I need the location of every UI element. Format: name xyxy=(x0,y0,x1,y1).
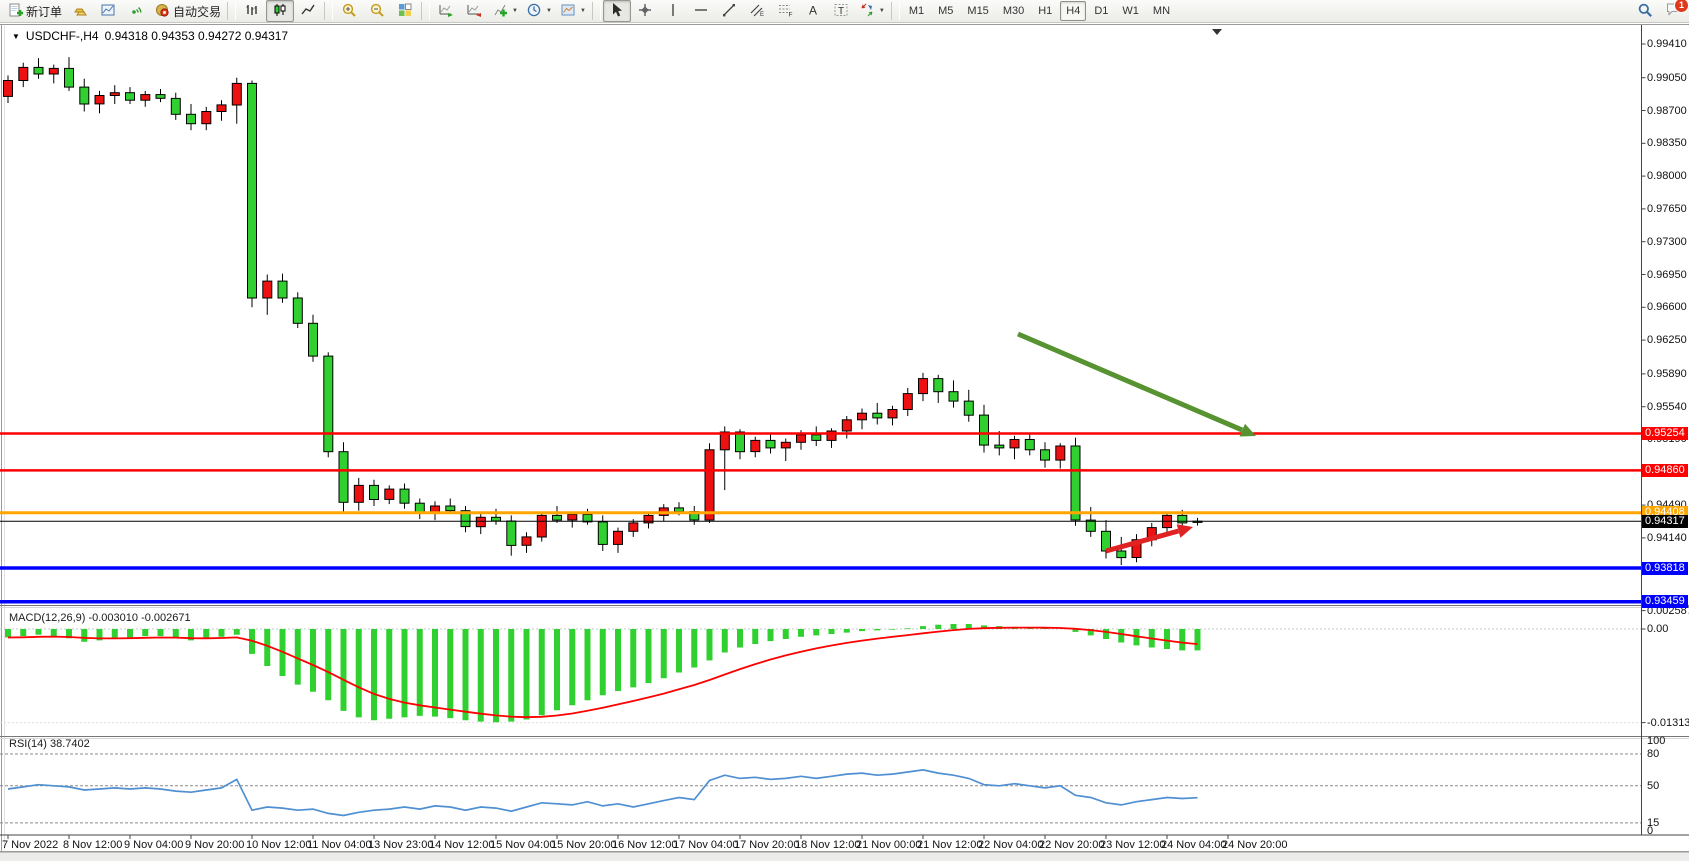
candlestick-chart-button[interactable] xyxy=(266,0,295,22)
trendline-icon xyxy=(721,2,737,21)
price-axis[interactable] xyxy=(1641,25,1689,835)
signals-button[interactable] xyxy=(122,0,150,22)
search-button[interactable] xyxy=(1631,1,1659,23)
dropdown-caret-icon: ▼ xyxy=(878,8,885,14)
auto-trading-button[interactable]: 自动交易 xyxy=(150,0,225,22)
tile-windows-icon xyxy=(397,2,413,21)
toolbar-separator xyxy=(890,2,900,20)
auto-trading-icon xyxy=(154,2,170,21)
text-icon: A xyxy=(805,2,821,21)
main-toolbar: 新订单 自动交易 ▼ ▼ ▼ E F A T ▼ M1 M5 M15 M30 H1 H4 D1 W1 MN 1 xyxy=(0,0,1689,23)
horizontal-line-icon xyxy=(693,2,709,21)
charts-button[interactable] xyxy=(94,0,122,22)
trendline-button[interactable] xyxy=(715,0,743,22)
line-chart-icon xyxy=(300,2,316,21)
horizontal-line-button[interactable] xyxy=(687,0,715,22)
svg-text:E: E xyxy=(760,12,764,18)
dropdown-caret-icon: ▼ xyxy=(545,8,552,14)
chart-shift-button[interactable] xyxy=(460,0,488,22)
cursor-button[interactable] xyxy=(602,0,631,22)
notification-badge: 1 xyxy=(1674,0,1689,13)
timeframe-mn-button[interactable]: MN xyxy=(1152,5,1171,17)
channel-button[interactable]: E xyxy=(743,0,771,22)
pane-splitter-macd[interactable] xyxy=(0,604,1689,609)
search-icon xyxy=(1637,2,1653,21)
toolbar-right-cluster: 1 xyxy=(1631,0,1689,23)
periods-button[interactable]: ▼ xyxy=(522,0,556,22)
new-order-button[interactable]: 新订单 xyxy=(3,0,66,22)
indicators-button[interactable]: ▼ xyxy=(488,0,522,22)
auto-scroll-icon xyxy=(438,2,454,21)
candlestick-chart-icon xyxy=(272,2,288,21)
time-axis[interactable] xyxy=(0,834,1641,851)
vertical-line-button[interactable] xyxy=(659,0,687,22)
vertical-line-icon xyxy=(665,2,681,21)
crosshair-button[interactable] xyxy=(631,0,659,22)
toolbar-separator xyxy=(227,2,237,20)
signals-icon xyxy=(128,2,144,21)
chart-shift-icon xyxy=(466,2,482,21)
svg-text:F: F xyxy=(788,11,792,18)
arrows-icon xyxy=(859,2,875,21)
zoom-in-icon xyxy=(341,2,357,21)
timeframe-m30-button[interactable]: M30 xyxy=(1002,5,1025,17)
label-button[interactable]: T xyxy=(827,0,855,22)
toolbar-separator xyxy=(421,2,431,20)
pane-splitter-rsi[interactable] xyxy=(0,734,1689,739)
fibonacci-button[interactable]: F xyxy=(771,0,799,22)
templates-icon xyxy=(560,2,576,21)
market-watch-icon xyxy=(72,2,88,21)
svg-text:T: T xyxy=(838,6,844,17)
arrows-button[interactable]: ▼ xyxy=(855,0,889,22)
auto-scroll-button[interactable] xyxy=(432,0,460,22)
fibonacci-icon: F xyxy=(777,2,793,21)
timeframe-w1-button[interactable]: W1 xyxy=(1122,5,1139,17)
dropdown-caret-icon: ▼ xyxy=(579,8,586,14)
timeframe-m1-button[interactable]: M1 xyxy=(908,5,925,17)
zoom-out-icon xyxy=(369,2,385,21)
bar-chart-button[interactable] xyxy=(238,0,266,22)
toolbar-separator xyxy=(591,2,601,20)
timeframe-h4-button[interactable]: H4 xyxy=(1060,1,1087,21)
timeframe-m15-button[interactable]: M15 xyxy=(967,5,989,17)
templates-button[interactable]: ▼ xyxy=(556,0,590,22)
status-bar xyxy=(0,852,1689,861)
crosshair-icon xyxy=(637,2,653,21)
toolbar-separator xyxy=(324,2,334,20)
charts-icon xyxy=(100,2,116,21)
bar-chart-icon xyxy=(244,2,260,21)
toolbar-button-label: 自动交易 xyxy=(173,4,222,19)
line-chart-button[interactable] xyxy=(294,0,322,22)
notifications-button[interactable]: 1 xyxy=(1663,0,1689,22)
new-order-icon xyxy=(7,2,23,21)
zoom-out-button[interactable] xyxy=(363,0,391,22)
periods-icon xyxy=(526,2,542,21)
toolbar-button-label: 新订单 xyxy=(26,4,63,19)
timeframe-h1-button[interactable]: H1 xyxy=(1038,5,1053,17)
zoom-in-button[interactable] xyxy=(335,0,363,22)
svg-text:A: A xyxy=(809,3,817,17)
cursor-icon xyxy=(609,2,625,21)
market-watch-button[interactable] xyxy=(66,0,94,22)
tile-windows-button[interactable] xyxy=(391,0,419,22)
timeframe-d1-button[interactable]: D1 xyxy=(1094,5,1109,17)
text-button[interactable]: A xyxy=(799,0,827,22)
label-icon: T xyxy=(833,2,849,21)
dropdown-caret-icon: ▼ xyxy=(512,8,518,14)
indicators-icon xyxy=(492,2,508,21)
channel-icon: E xyxy=(749,2,765,21)
timeframe-m5-button[interactable]: M5 xyxy=(938,5,954,17)
